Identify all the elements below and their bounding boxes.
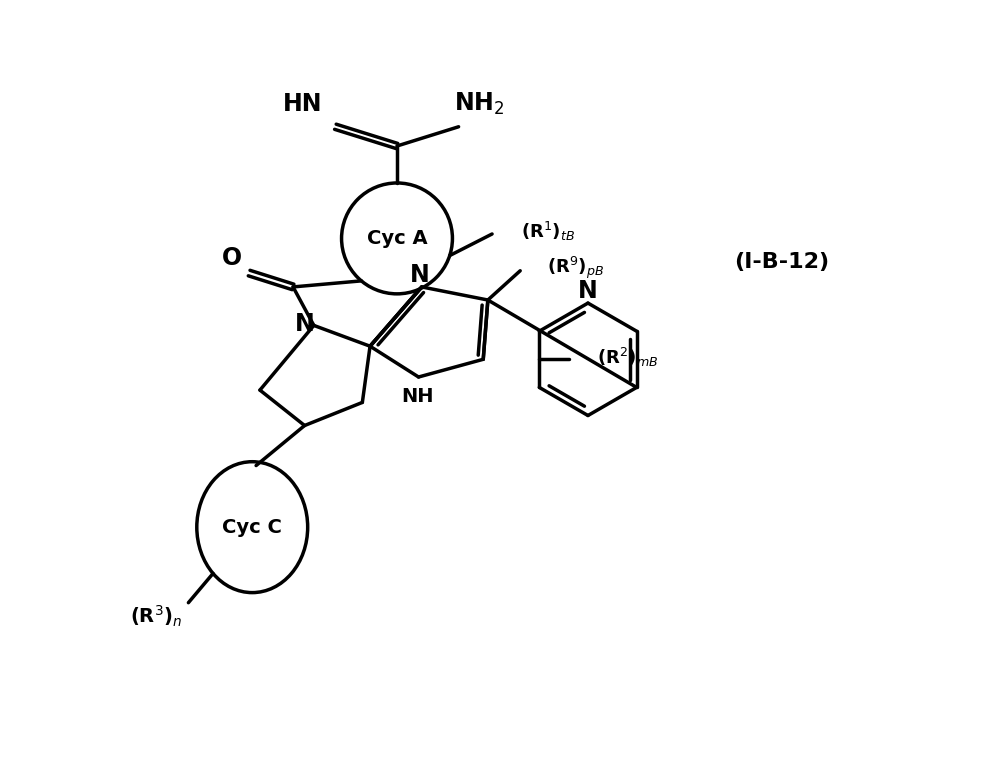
Text: (I-B-12): (I-B-12) (734, 252, 830, 272)
Text: (R$^1$)$_{tB}$: (R$^1$)$_{tB}$ (521, 220, 575, 243)
Text: NH: NH (401, 387, 433, 406)
Text: NH$_2$: NH$_2$ (454, 91, 504, 117)
Text: N: N (410, 263, 430, 287)
Text: (R$^3$)$_n$: (R$^3$)$_n$ (130, 604, 182, 629)
Text: O: O (222, 245, 242, 269)
Text: HN: HN (283, 91, 323, 115)
Text: N: N (295, 312, 314, 336)
Text: N: N (578, 279, 598, 303)
Text: Cyc C: Cyc C (222, 518, 282, 536)
Text: (R$^9$)$_{pB}$: (R$^9$)$_{pB}$ (547, 255, 604, 281)
Text: (R$^2$)$_{mB}$: (R$^2$)$_{mB}$ (597, 346, 659, 369)
Text: Cyc A: Cyc A (367, 229, 427, 248)
